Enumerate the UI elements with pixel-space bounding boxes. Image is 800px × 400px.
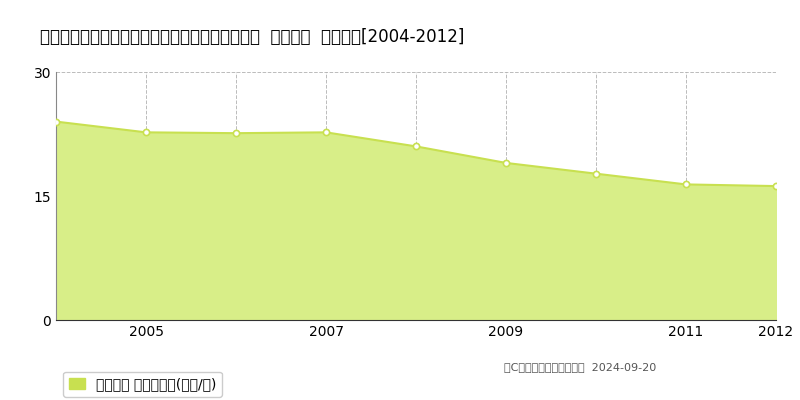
Point — [320, 129, 333, 136]
Point — [590, 170, 602, 177]
Point — [139, 129, 152, 136]
Point — [410, 143, 422, 150]
Point — [50, 118, 62, 125]
Point — [499, 160, 513, 166]
Text: （C）土地価格ドットコム  2024-09-20: （C）土地価格ドットコム 2024-09-20 — [504, 362, 656, 372]
Point — [680, 181, 693, 188]
Text: 愛知県知多郡南知多町大字片名字新師崎１０番５  公示地価  地価推移[2004-2012]: 愛知県知多郡南知多町大字片名字新師崎１０番５ 公示地価 地価推移[2004-20… — [40, 28, 464, 46]
Point — [230, 130, 242, 136]
Point — [770, 183, 782, 189]
Legend: 公示地価 平均坪単価(万円/坪): 公示地価 平均坪単価(万円/坪) — [63, 372, 222, 397]
